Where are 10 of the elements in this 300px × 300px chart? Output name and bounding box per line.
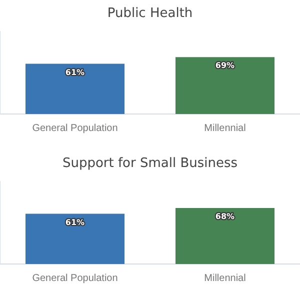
data-label: 61% [65, 68, 85, 77]
data-label: 61% [65, 218, 85, 227]
data-label: 68% [215, 212, 235, 222]
x-tick-label: Millennial [204, 272, 246, 284]
chart-title: Support for Small Business [62, 156, 238, 172]
x-tick-label: General Population [32, 122, 118, 134]
data-label: 69% [215, 61, 235, 70]
x-tick-label: General Population [32, 272, 118, 284]
chart-title: Public Health [107, 6, 193, 22]
x-tick-label: Millennial [204, 122, 246, 134]
